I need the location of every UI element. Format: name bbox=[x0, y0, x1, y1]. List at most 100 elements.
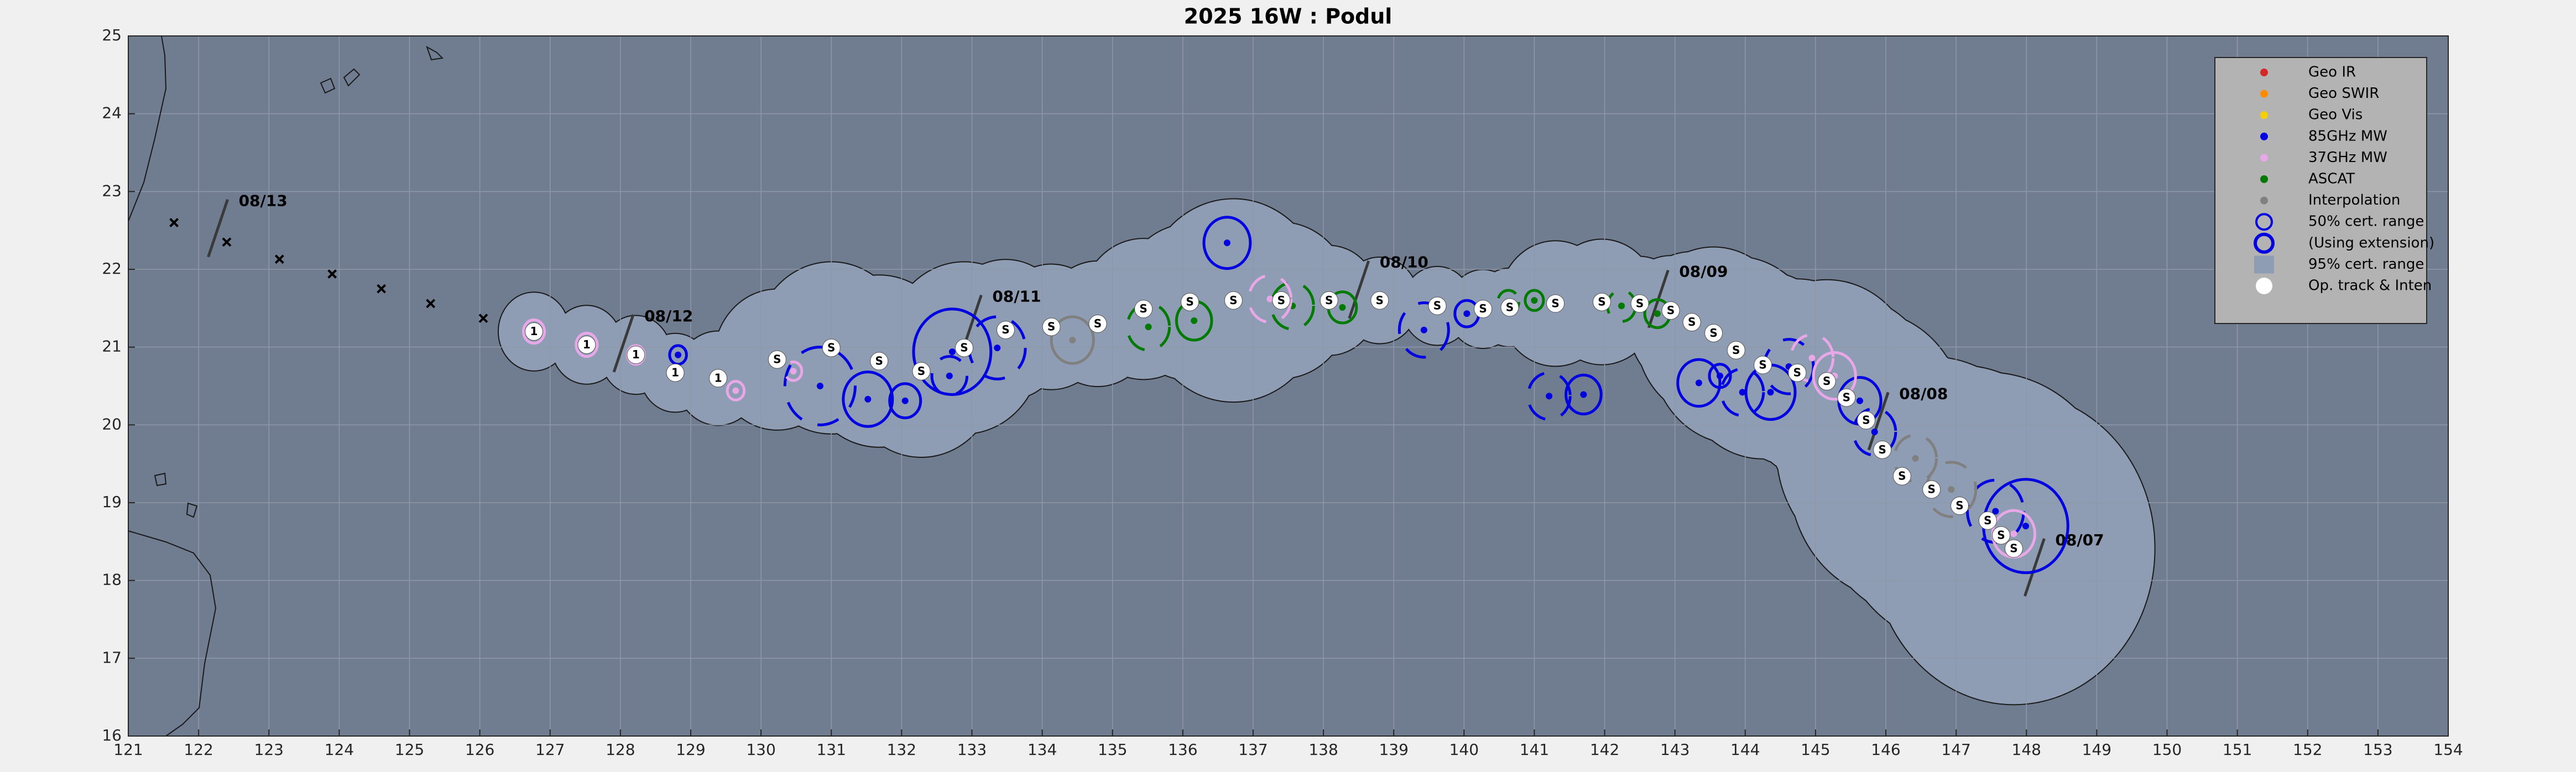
fix-center bbox=[1546, 393, 1553, 400]
legend-label: Geo SWIR bbox=[2308, 85, 2379, 102]
x-tick-label: 138 bbox=[1308, 740, 1338, 759]
fix-center bbox=[2010, 530, 2017, 538]
x-tick-label: 125 bbox=[395, 740, 424, 759]
x-tick-label: 142 bbox=[1590, 740, 1619, 759]
fix-center bbox=[1695, 379, 1702, 387]
fix-center bbox=[946, 372, 953, 379]
track-point bbox=[955, 338, 973, 357]
track-point bbox=[996, 321, 1015, 340]
fix-center bbox=[1912, 455, 1919, 462]
fix-range bbox=[1247, 274, 1293, 324]
y-tick-label: 18 bbox=[102, 571, 122, 589]
x-tick-label: 132 bbox=[887, 740, 916, 759]
track-point bbox=[912, 362, 931, 380]
coast-luzon bbox=[128, 35, 167, 222]
x-tick-label: 147 bbox=[1941, 740, 1970, 759]
date-label: 08/12 bbox=[644, 307, 693, 325]
fix-center bbox=[1191, 317, 1198, 324]
legend-label: (Using extension) bbox=[2308, 234, 2434, 251]
track-intensity: S bbox=[1823, 374, 1831, 388]
track-intensity: S bbox=[1878, 443, 1886, 456]
date-label: 08/08 bbox=[1899, 384, 1948, 403]
x-tick-label: 139 bbox=[1379, 740, 1408, 759]
track-point bbox=[1857, 411, 1875, 430]
fix-center bbox=[1223, 239, 1230, 247]
y-tick-label: 19 bbox=[102, 493, 122, 511]
x-tick-label: 149 bbox=[2082, 740, 2111, 759]
track-intensity: S bbox=[1433, 299, 1441, 312]
fix-range bbox=[1050, 315, 1095, 365]
past-position bbox=[169, 218, 179, 228]
legend-label: 50% cert. range bbox=[2308, 213, 2424, 230]
track-intensity: S bbox=[1927, 483, 1935, 496]
track-point bbox=[1042, 317, 1061, 336]
fix-center bbox=[675, 351, 682, 358]
fix-range bbox=[1892, 434, 1938, 483]
track-point bbox=[1788, 363, 1807, 382]
legend-marker bbox=[2254, 232, 2275, 254]
legend-label: 95% cert. range bbox=[2308, 256, 2424, 273]
fix-center bbox=[1069, 337, 1076, 344]
date-label: 08/09 bbox=[1679, 263, 1728, 281]
track-point bbox=[1951, 497, 1969, 515]
track-intensity: S bbox=[1667, 304, 1675, 317]
fix-center bbox=[1856, 397, 1863, 404]
track-intensity: S bbox=[1898, 470, 1906, 483]
track-point bbox=[870, 352, 889, 371]
fix-center bbox=[1339, 304, 1346, 311]
track-intensity: S bbox=[917, 364, 925, 378]
date-tick bbox=[1867, 392, 1890, 451]
coastline bbox=[128, 35, 444, 737]
fix-center bbox=[994, 345, 1001, 352]
legend-label: Interpolation bbox=[2308, 192, 2400, 208]
fix-range bbox=[1789, 333, 1835, 383]
fix-center bbox=[1463, 310, 1470, 317]
legend-marker bbox=[2255, 213, 2273, 231]
track-point bbox=[1661, 301, 1680, 320]
track-intensity: S bbox=[773, 353, 781, 366]
legend: Geo IR Geo SWIR Geo Vis 85GHz MW 37GHz MW ASC… bbox=[2254, 64, 2434, 294]
fix-range bbox=[783, 360, 804, 382]
legend-label: Op. track & Inten bbox=[2308, 278, 2432, 294]
legend-box bbox=[2214, 57, 2427, 324]
y-tick-label: 22 bbox=[102, 259, 122, 278]
track-intensity: S bbox=[1984, 514, 1991, 527]
past-position bbox=[426, 299, 436, 309]
track-point bbox=[768, 350, 786, 369]
track-intensity: S bbox=[1506, 300, 1514, 314]
track-intensity: S bbox=[1551, 296, 1559, 310]
fix-center bbox=[1717, 372, 1724, 379]
date-tick bbox=[207, 199, 229, 258]
track-point bbox=[1992, 526, 2011, 545]
track-intensity: S bbox=[1759, 358, 1766, 372]
legend-label: 37GHz MW bbox=[2308, 149, 2387, 166]
x-tick-label: 133 bbox=[957, 740, 987, 759]
track-point bbox=[709, 369, 728, 388]
track-intensity: S bbox=[1843, 391, 1850, 404]
legend-label: Geo Vis bbox=[2308, 107, 2363, 123]
y-tick-label: 21 bbox=[102, 337, 122, 356]
track-point bbox=[1370, 291, 1389, 310]
date-label: 08/11 bbox=[992, 288, 1041, 306]
track-intensity: S bbox=[960, 341, 968, 354]
track-intensity: S bbox=[1688, 315, 1696, 328]
x-tick-label: 124 bbox=[325, 740, 354, 759]
fix-range bbox=[575, 331, 599, 358]
track-intensity: S bbox=[2010, 541, 2017, 555]
x-tick-label: 130 bbox=[746, 740, 775, 759]
x-tick-label: 122 bbox=[184, 740, 213, 759]
fix-center bbox=[1420, 326, 1427, 333]
x-tick-label: 140 bbox=[1449, 740, 1479, 759]
track-point bbox=[1134, 300, 1153, 319]
date-label: 08/13 bbox=[239, 192, 288, 210]
track-intensity: 1 bbox=[632, 348, 640, 361]
track-point bbox=[1873, 440, 1892, 459]
legend-marker bbox=[2256, 278, 2272, 294]
track-point bbox=[1088, 314, 1107, 333]
x-tick-label: 129 bbox=[676, 740, 705, 759]
x-tick-label: 131 bbox=[816, 740, 846, 759]
track-point bbox=[1922, 480, 1941, 499]
